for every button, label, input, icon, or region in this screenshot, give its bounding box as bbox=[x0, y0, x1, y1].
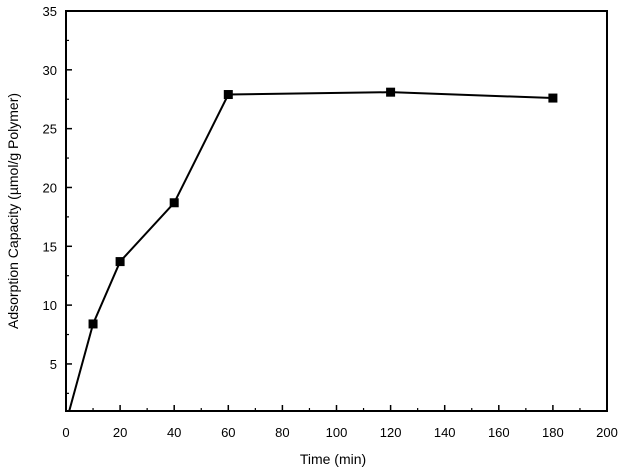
data-point-marker bbox=[169, 198, 179, 208]
x-tick-label: 180 bbox=[542, 425, 564, 440]
y-tick-label: 10 bbox=[43, 298, 57, 313]
y-tick-label: 25 bbox=[43, 122, 57, 137]
y-tick-label: 15 bbox=[43, 239, 57, 254]
y-tick-label: 5 bbox=[50, 357, 57, 372]
y-tick-label: 30 bbox=[43, 63, 57, 78]
y-axis-title: Adsorption Capacity (µmol/g Polymer) bbox=[5, 93, 21, 329]
data-point-marker bbox=[115, 257, 125, 267]
x-tick-label: 160 bbox=[488, 425, 510, 440]
x-axis-title: Time (min) bbox=[300, 451, 366, 467]
x-tick-label: 120 bbox=[380, 425, 402, 440]
x-tick-label: 0 bbox=[62, 425, 69, 440]
x-tick-label: 200 bbox=[596, 425, 618, 440]
data-point-marker bbox=[386, 87, 396, 97]
y-axis-ticks: 5 10 15 20 25 30 35 bbox=[43, 4, 72, 394]
x-tick-label: 20 bbox=[113, 425, 127, 440]
y-tick-label: 35 bbox=[43, 4, 57, 19]
data-point-marker bbox=[548, 93, 558, 103]
x-tick-label: 40 bbox=[167, 425, 181, 440]
x-tick-label: 80 bbox=[275, 425, 289, 440]
plot-area bbox=[65, 10, 608, 412]
x-tick-label: 140 bbox=[434, 425, 456, 440]
x-tick-label: 60 bbox=[221, 425, 235, 440]
data-point-marker bbox=[223, 90, 233, 100]
x-tick-label: 100 bbox=[326, 425, 348, 440]
x-axis-ticks: 0 20 40 60 80 100 120 140 160 180 200 bbox=[62, 405, 618, 440]
y-tick-label: 20 bbox=[43, 180, 57, 195]
data-point-marker bbox=[88, 319, 98, 329]
marker-layer bbox=[88, 87, 558, 329]
series-line bbox=[68, 91, 553, 411]
series-layer bbox=[68, 91, 553, 411]
